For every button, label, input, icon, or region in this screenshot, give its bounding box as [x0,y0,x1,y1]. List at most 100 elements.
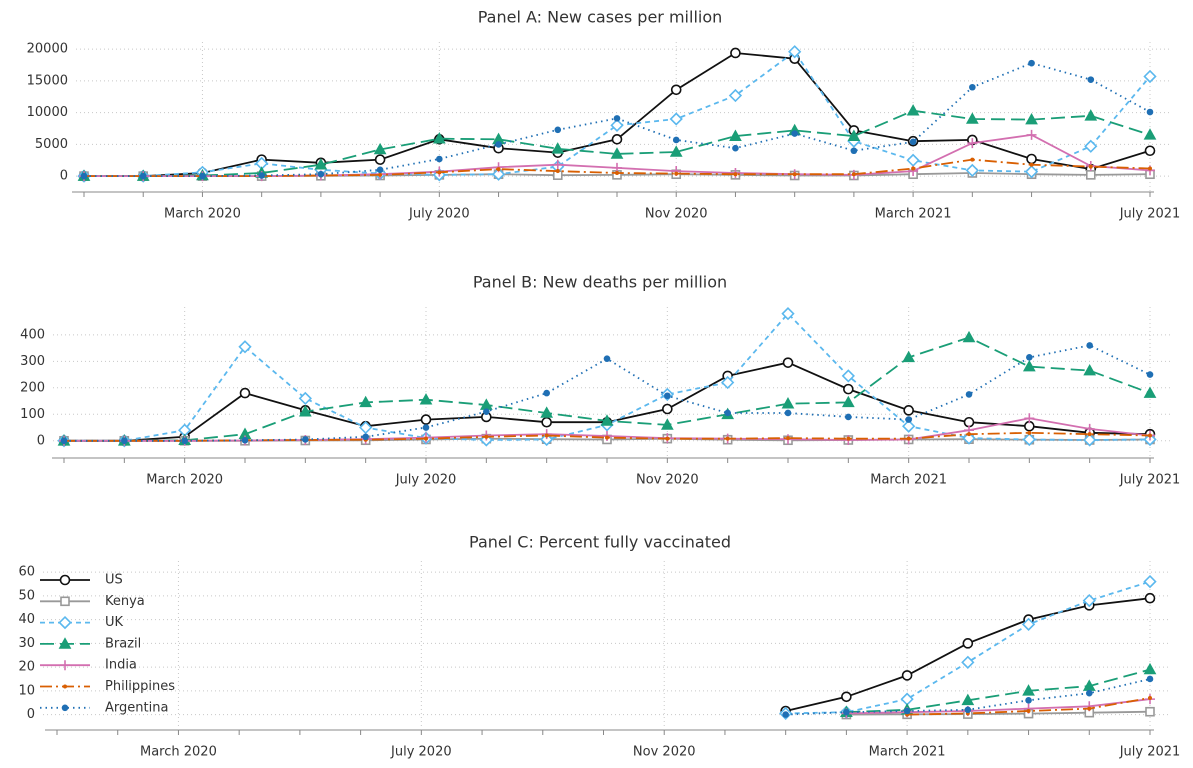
marker [60,437,68,445]
marker [841,691,852,703]
marker [909,138,917,146]
legend-marker [58,637,72,649]
marker [139,172,147,180]
marker [437,170,442,175]
marker [670,84,682,96]
marker [359,420,373,435]
x-tick-label: March 2021 [870,473,947,488]
marker [1083,363,1097,376]
marker [1027,430,1032,435]
marker [843,708,850,716]
marker [551,142,565,154]
marker [378,172,383,177]
marker [901,670,913,681]
marker [906,104,920,116]
x-tick-label: July 2021 [1119,207,1181,222]
marker [359,395,373,408]
marker [729,129,742,141]
legend-label: Kenya [105,594,145,609]
marker [964,706,972,714]
marker [1083,433,1097,447]
marker [600,414,614,426]
chart-title: Panel B: New deaths per million [473,273,727,292]
marker [669,112,683,126]
y-tick-label: 300 [20,354,45,369]
marker [674,171,679,176]
marker [1146,108,1154,116]
marker [541,416,552,428]
marker [432,132,446,144]
marker [962,330,976,343]
marker [238,340,252,354]
marker [900,692,914,706]
marker [967,432,971,437]
x-tick-label: Nov 2020 [645,207,708,222]
marker [374,154,386,165]
legend-marker [60,660,70,671]
marker [846,436,851,441]
legend-label: India [105,658,137,673]
marker [1087,76,1095,83]
marker [376,166,384,174]
marker [660,418,674,430]
marker [1148,166,1152,171]
marker [239,387,251,399]
marker [730,47,741,59]
marker [961,693,975,706]
marker [610,147,624,159]
marker [610,118,624,132]
marker [1022,684,1035,696]
marker [1024,165,1039,179]
marker [669,145,683,157]
marker [543,389,550,397]
x-tick-label: July 2020 [390,745,452,760]
marker [1026,709,1031,714]
marker [847,129,861,141]
marker [903,707,911,715]
marker [786,436,790,441]
marker [965,112,979,124]
marker [484,434,489,439]
marker [1084,139,1098,153]
marker [302,436,309,443]
marker [314,158,328,170]
y-tick-label: 0 [27,707,35,722]
marker [965,163,979,178]
marker [491,167,506,181]
marker [1144,145,1156,157]
marker [1025,697,1032,704]
marker [1087,706,1092,711]
marker [903,405,914,416]
marker [841,369,855,383]
marker [1021,617,1036,631]
marker [317,170,325,178]
marker [1024,413,1035,424]
marker [181,437,188,445]
marker [962,431,976,445]
y-tick-label: 0 [60,169,68,184]
marker [1144,592,1156,604]
legend-marker [61,704,69,712]
marker [970,157,975,162]
marker [199,172,206,180]
x-tick-label: March 2021 [869,745,946,760]
marker [1085,170,1096,180]
marker [495,141,502,148]
marker [724,409,731,417]
y-tick-label: 100 [20,407,45,422]
marker [1143,662,1157,675]
marker [725,436,730,441]
x-tick-label: July 2021 [1119,473,1181,488]
marker [792,172,797,177]
legend-label: Brazil [105,636,141,651]
marker [1088,164,1093,169]
marker [420,414,432,425]
marker [422,424,430,431]
marker [483,408,490,415]
y-tick-label: 400 [20,327,45,342]
marker [613,115,621,122]
marker [1085,689,1093,697]
marker [1025,112,1038,125]
marker [1086,342,1093,349]
y-tick-label: 60 [18,565,35,580]
